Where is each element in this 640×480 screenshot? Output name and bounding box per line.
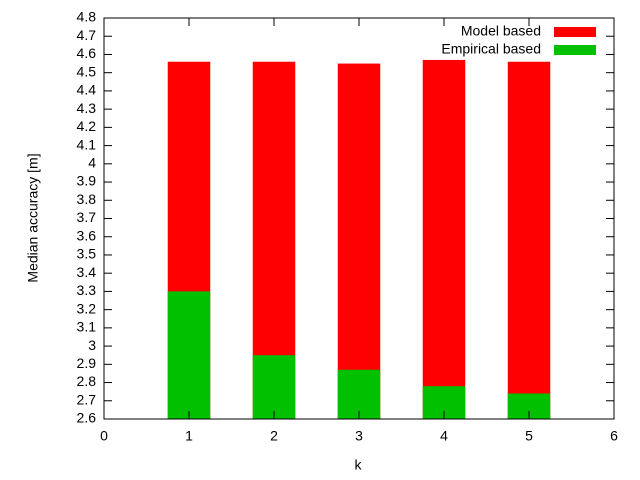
y-tick-label: 4.1 (77, 136, 97, 152)
legend-swatch (554, 45, 596, 55)
y-tick-label: 3.2 (77, 300, 97, 316)
legend-label: Model based (461, 23, 541, 39)
y-tick-label: 3.9 (77, 173, 97, 189)
x-tick-label: 5 (525, 428, 533, 444)
legend-label: Empirical based (441, 41, 541, 57)
y-tick-label: 3.8 (77, 191, 97, 207)
y-tick-label: 2.7 (77, 391, 97, 407)
y-tick-label: 4.5 (77, 63, 97, 79)
x-axis-label: k (355, 457, 363, 473)
bar (167, 291, 211, 419)
y-tick-label: 4.7 (77, 27, 97, 43)
y-tick-label: 4.6 (77, 45, 97, 61)
y-axis-label: Median accuracy [m] (25, 153, 41, 282)
x-tick-label: 2 (270, 428, 278, 444)
bar (337, 369, 381, 419)
y-tick-label: 2.8 (77, 373, 97, 389)
y-tick-label: 3.4 (77, 264, 97, 280)
bar (252, 355, 296, 419)
y-tick-label: 3 (88, 337, 96, 353)
y-tick-label: 3.1 (77, 319, 97, 335)
y-tick-label: 3.5 (77, 246, 97, 262)
x-tick-label: 4 (440, 428, 448, 444)
bar (507, 61, 551, 419)
y-tick-label: 4.2 (77, 118, 97, 134)
y-tick-label: 3.7 (77, 209, 97, 225)
bar (422, 59, 466, 419)
x-tick-label: 3 (355, 428, 363, 444)
y-tick-label: 4.8 (77, 9, 97, 25)
x-tick-label: 6 (610, 428, 618, 444)
y-tick-label: 3.3 (77, 282, 97, 298)
y-tick-label: 3.6 (77, 227, 97, 243)
y-tick-label: 4.4 (77, 82, 97, 98)
y-tick-label: 4 (88, 155, 96, 171)
y-tick-label: 2.6 (77, 410, 97, 426)
y-tick-label: 4.3 (77, 100, 97, 116)
x-tick-label: 0 (100, 428, 108, 444)
legend-swatch (554, 27, 596, 37)
y-tick-label: 2.9 (77, 355, 97, 371)
bar (337, 63, 381, 420)
x-tick-label: 1 (185, 428, 193, 444)
